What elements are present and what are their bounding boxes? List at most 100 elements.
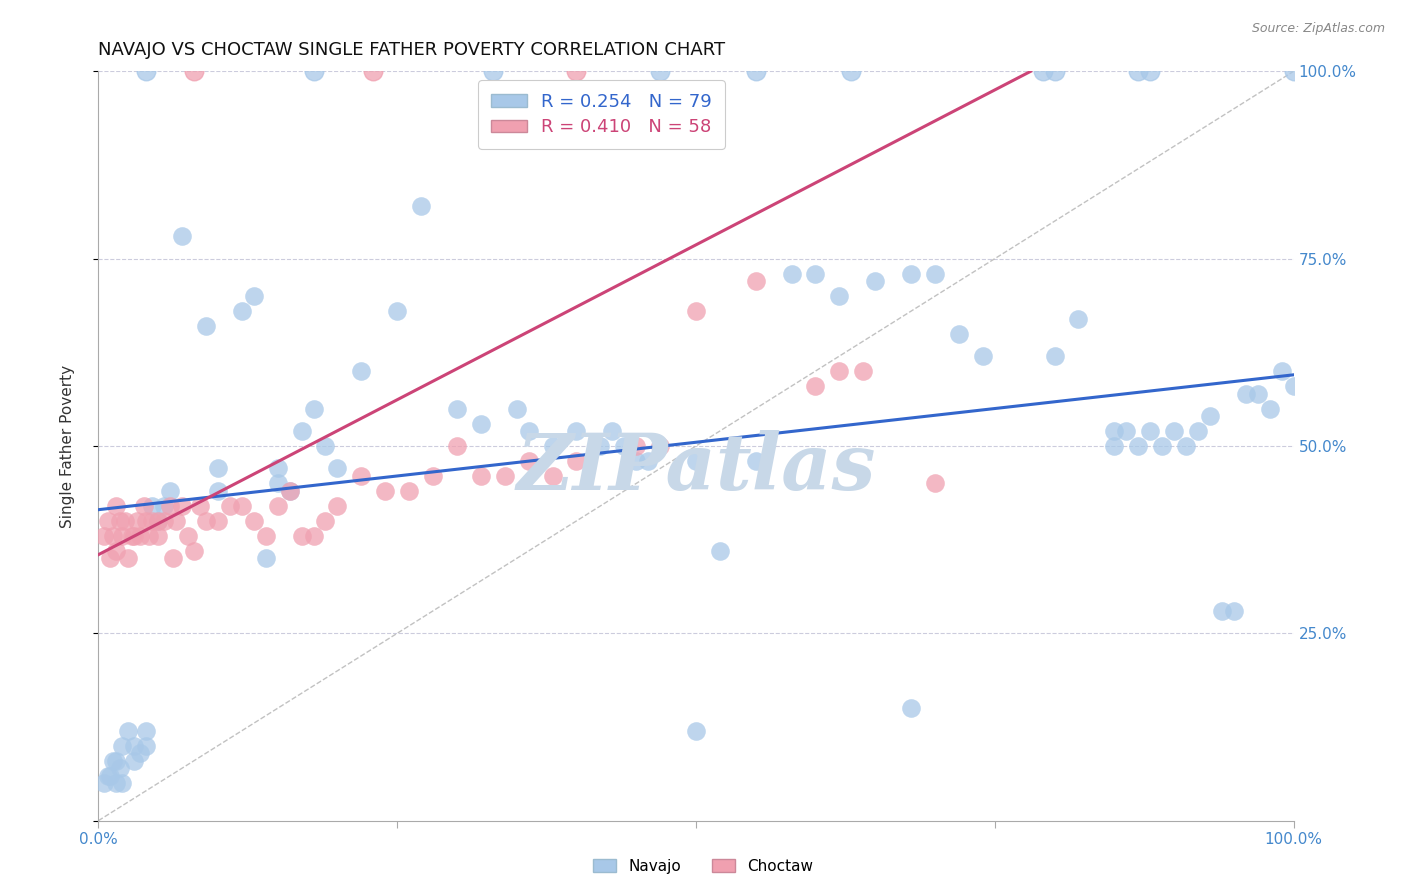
Point: [141, 499, 163, 513]
Point: [302, 529, 325, 543]
Point: [1223, 604, 1246, 618]
Point: [207, 514, 229, 528]
Point: [148, 514, 170, 528]
Point: [685, 304, 707, 318]
Point: [254, 551, 277, 566]
Point: [111, 529, 134, 543]
Point: [613, 439, 636, 453]
Point: [148, 529, 170, 543]
Point: [117, 723, 139, 738]
Point: [129, 529, 152, 543]
Point: [93, 776, 115, 790]
Point: [565, 424, 588, 438]
Point: [231, 304, 253, 318]
Point: [363, 64, 385, 78]
Point: [117, 551, 139, 566]
Point: [124, 754, 146, 768]
Point: [517, 454, 540, 468]
Point: [97, 514, 120, 528]
Point: [470, 417, 492, 431]
Point: [243, 289, 266, 303]
Point: [1282, 64, 1305, 78]
Point: [1043, 64, 1066, 78]
Point: [135, 739, 157, 753]
Point: [231, 499, 253, 513]
Point: [97, 769, 120, 783]
Point: [153, 514, 176, 528]
Point: [541, 469, 564, 483]
Point: [267, 476, 290, 491]
Point: [565, 454, 588, 468]
Point: [1199, 409, 1222, 423]
Point: [111, 776, 134, 790]
Point: [121, 529, 143, 543]
Point: [111, 739, 134, 753]
Point: [422, 469, 444, 483]
Point: [195, 319, 218, 334]
Point: [159, 483, 181, 498]
Point: [446, 439, 468, 453]
Point: [135, 514, 157, 528]
Point: [315, 439, 337, 453]
Point: [648, 64, 672, 78]
Point: [1139, 64, 1161, 78]
Point: [219, 499, 242, 513]
Point: [101, 529, 124, 543]
Point: [589, 439, 612, 453]
Point: [315, 514, 337, 528]
Point: [1067, 311, 1090, 326]
Point: [101, 754, 124, 768]
Point: [1247, 386, 1270, 401]
Point: [948, 326, 970, 341]
Point: [267, 461, 290, 475]
Point: [1258, 401, 1281, 416]
Point: [637, 454, 659, 468]
Point: [162, 551, 184, 566]
Point: [326, 461, 349, 475]
Point: [446, 401, 468, 416]
Y-axis label: Single Father Poverty: Single Father Poverty: [60, 365, 75, 527]
Point: [93, 529, 115, 543]
Point: [105, 499, 128, 513]
Point: [278, 483, 301, 498]
Point: [924, 267, 946, 281]
Point: [1139, 424, 1161, 438]
Point: [135, 64, 157, 78]
Point: [385, 304, 409, 318]
Point: [124, 739, 146, 753]
Point: [254, 529, 277, 543]
Point: [1128, 439, 1150, 453]
Point: [153, 499, 176, 513]
Point: [148, 514, 170, 528]
Point: [924, 476, 946, 491]
Point: [135, 723, 157, 738]
Point: [125, 514, 148, 528]
Point: [195, 514, 218, 528]
Point: [129, 746, 152, 760]
Legend: Navajo, Choctaw: Navajo, Choctaw: [588, 853, 818, 880]
Legend: R = 0.254   N = 79, R = 0.410   N = 58: R = 0.254 N = 79, R = 0.410 N = 58: [478, 80, 724, 149]
Point: [350, 364, 373, 378]
Point: [183, 64, 205, 78]
Point: [626, 454, 648, 468]
Point: [172, 499, 194, 513]
Point: [470, 469, 492, 483]
Text: Source: ZipAtlas.com: Source: ZipAtlas.com: [1251, 22, 1385, 36]
Point: [865, 274, 887, 288]
Point: [804, 379, 827, 393]
Point: [278, 483, 301, 498]
Point: [243, 514, 266, 528]
Point: [108, 761, 131, 775]
Point: [685, 454, 707, 468]
Point: [1175, 439, 1198, 453]
Point: [828, 364, 851, 378]
Point: [141, 514, 163, 528]
Point: [302, 64, 325, 78]
Point: [326, 499, 349, 513]
Point: [302, 401, 325, 416]
Point: [183, 544, 205, 558]
Point: [780, 267, 803, 281]
Point: [207, 461, 229, 475]
Point: [745, 64, 768, 78]
Point: [105, 776, 128, 790]
